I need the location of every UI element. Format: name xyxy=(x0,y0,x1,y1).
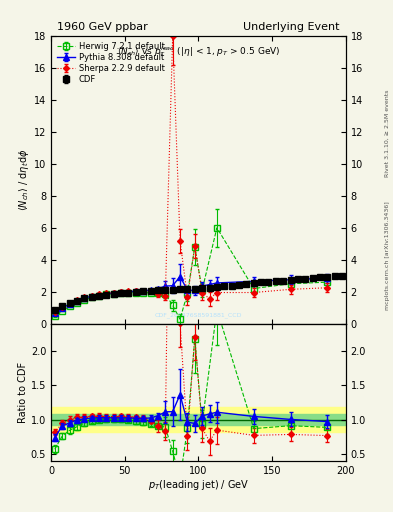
Bar xyxy=(51,414,346,425)
Text: 1960 GeV ppbar: 1960 GeV ppbar xyxy=(57,22,148,32)
Text: CDF_261476S8591881_CCD: CDF_261476S8591881_CCD xyxy=(154,312,242,318)
Legend: Herwig 7.2.1 default, Pythia 8.308 default, Sherpa 2.2.9 default, CDF: Herwig 7.2.1 default, Pythia 8.308 defau… xyxy=(55,40,166,86)
Y-axis label: Ratio to CDF: Ratio to CDF xyxy=(18,361,28,423)
Y-axis label: $\langle N_{ch}\rangle$ / d$\eta_t$d$\phi$: $\langle N_{ch}\rangle$ / d$\eta_t$d$\ph… xyxy=(17,148,31,211)
Text: Rivet 3.1.10, ≥ 2.5M events: Rivet 3.1.10, ≥ 2.5M events xyxy=(385,90,390,177)
Text: Underlying Event: Underlying Event xyxy=(243,22,340,32)
Text: mcplots.cern.ch [arXiv:1306.3436]: mcplots.cern.ch [arXiv:1306.3436] xyxy=(385,202,390,310)
X-axis label: $p_T$(leading jet) / GeV: $p_T$(leading jet) / GeV xyxy=(148,478,249,493)
Text: $\langle N_{ch}\rangle$ vs $p_T^{lead}$ (|$\eta$| < 1, $p_T$ > 0.5 GeV): $\langle N_{ch}\rangle$ vs $p_T^{lead}$ … xyxy=(117,45,280,59)
Bar xyxy=(51,408,346,432)
